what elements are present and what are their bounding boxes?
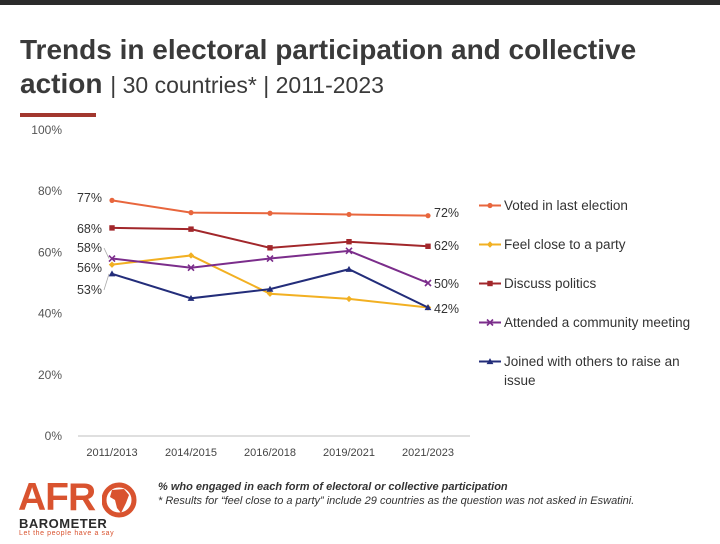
data-label: 68% bbox=[77, 222, 102, 236]
label-leader-line bbox=[103, 247, 110, 259]
legend-label: Attended a community meeting bbox=[504, 315, 691, 330]
data-label: 42% bbox=[434, 302, 459, 316]
data-point bbox=[187, 252, 195, 259]
data-point bbox=[424, 279, 432, 287]
label-leader-line bbox=[103, 273, 110, 291]
data-point bbox=[345, 295, 353, 303]
series-line bbox=[111, 226, 429, 249]
data-point bbox=[108, 254, 116, 263]
legend-swatch bbox=[479, 358, 501, 365]
title-sub: | 30 countries* | 2011-2023 bbox=[110, 72, 384, 98]
data-label: 77% bbox=[77, 191, 102, 205]
y-tick-label: 60% bbox=[38, 245, 62, 259]
series-line bbox=[111, 249, 429, 284]
x-tick-label: 2019/2021 bbox=[323, 447, 375, 459]
logo-tagline: Let the people have a say bbox=[19, 530, 115, 537]
data-point bbox=[346, 238, 352, 245]
data-point bbox=[346, 211, 352, 218]
data-point bbox=[345, 247, 353, 255]
y-tick-label: 80% bbox=[38, 184, 62, 198]
data-label: 56% bbox=[77, 261, 102, 275]
data-point bbox=[188, 226, 194, 232]
footnote: % who engaged in each form of electoral … bbox=[158, 480, 713, 508]
data-point bbox=[267, 210, 273, 216]
data-label: 62% bbox=[434, 239, 459, 253]
data-point bbox=[424, 304, 432, 311]
y-tick-label: 20% bbox=[38, 368, 62, 382]
legend-label: Joined with others to raise an issue bbox=[504, 354, 680, 388]
title-main: Trends in electoral participation and co… bbox=[20, 34, 637, 99]
data-label: 53% bbox=[77, 283, 102, 297]
data-point bbox=[345, 265, 353, 272]
afrobarometer-logo: AFR BAROMETER Let the people have a say bbox=[18, 478, 148, 540]
footnote-definition: % who engaged in each form of electoral … bbox=[158, 481, 508, 493]
data-label: 58% bbox=[77, 241, 102, 255]
data-point bbox=[266, 290, 274, 297]
data-point bbox=[109, 197, 115, 203]
logo-wordmark: AFR bbox=[18, 476, 96, 519]
legend-marker bbox=[486, 358, 494, 365]
y-tick-label: 40% bbox=[38, 307, 62, 321]
legend-label: Discuss politics bbox=[504, 276, 597, 291]
legend-swatch bbox=[479, 280, 501, 287]
legend-marker bbox=[486, 318, 494, 327]
data-point bbox=[266, 254, 274, 263]
footnote-note: * Results for “feel close to a party” in… bbox=[158, 495, 635, 507]
data-point bbox=[425, 213, 431, 219]
title-accent-bar bbox=[20, 113, 96, 117]
legend-label: Voted in last election bbox=[504, 198, 628, 213]
data-point bbox=[187, 294, 195, 301]
x-tick-label: 2014/2015 bbox=[165, 447, 217, 459]
page-title: Trends in electoral participation and co… bbox=[20, 33, 710, 102]
data-point bbox=[187, 264, 195, 272]
top-bar bbox=[0, 0, 720, 5]
legend-marker bbox=[486, 241, 494, 248]
data-point bbox=[425, 243, 431, 249]
data-point bbox=[267, 245, 273, 251]
logo-subtitle: BAROMETER bbox=[19, 516, 108, 531]
y-tick-label: 100% bbox=[31, 123, 62, 137]
data-point bbox=[109, 225, 115, 231]
legend-marker bbox=[487, 280, 493, 287]
data-label: 72% bbox=[434, 206, 459, 220]
data-point bbox=[108, 270, 116, 277]
data-point bbox=[266, 285, 274, 292]
legend-swatch bbox=[479, 202, 501, 209]
africa-map-icon bbox=[102, 482, 137, 518]
data-point bbox=[188, 210, 194, 216]
legend-swatch bbox=[479, 318, 501, 327]
data-point bbox=[108, 261, 116, 268]
y-tick-label: 0% bbox=[45, 429, 63, 443]
data-label: 50% bbox=[434, 277, 459, 291]
legend-swatch bbox=[479, 241, 501, 248]
legend-marker bbox=[487, 202, 493, 209]
legend-label: Feel close to a party bbox=[504, 237, 626, 252]
x-tick-label: 2016/2018 bbox=[244, 447, 296, 459]
x-tick-label: 2011/2013 bbox=[86, 447, 137, 459]
x-tick-label: 2021/2023 bbox=[402, 447, 454, 459]
